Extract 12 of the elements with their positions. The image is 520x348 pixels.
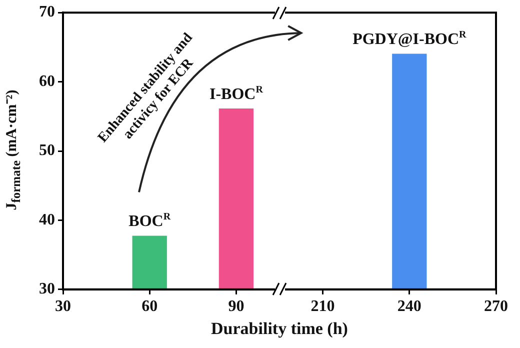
x-tick-label: 240 [397,298,422,316]
x-tick-label: 270 [484,298,508,316]
y-tick-label: 40 [39,211,55,228]
y-tick-label: 70 [39,4,55,21]
y-tick-label: 30 [39,280,55,298]
y-tick-label: 50 [39,142,55,160]
x-tick-label: 90 [228,298,244,316]
x-axis-title: Durability time (h) [211,319,348,338]
x-tick-label: 60 [142,298,158,316]
y-tick-label: 60 [39,72,55,90]
x-tick-label: 30 [55,298,71,316]
x-tick-label: 210 [310,298,335,316]
